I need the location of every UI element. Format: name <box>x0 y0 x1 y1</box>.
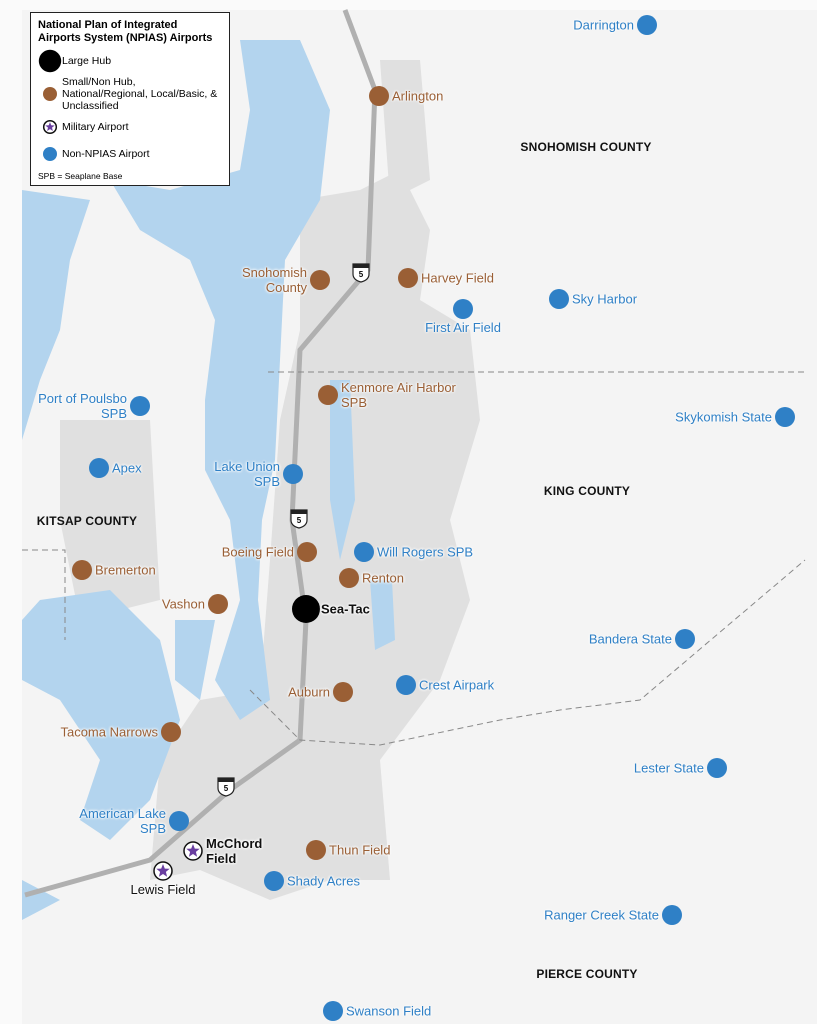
airport-label: Lewis Field <box>130 882 196 897</box>
airport-marker <box>292 595 320 623</box>
airport-marker <box>637 15 657 35</box>
airport-label: Sky Harbor <box>572 291 638 307</box>
legend: National Plan of Integrated Airports Sys… <box>30 12 230 186</box>
airport-label: First Air Field <box>425 320 501 335</box>
shield-number: 5 <box>224 784 229 793</box>
legend-item: Large Hub <box>38 49 222 73</box>
airport-label: Harvey Field <box>421 270 494 286</box>
airport-label: Swanson Field <box>346 1003 432 1019</box>
legend-item: Small/Non Hub, National/Regional, Local/… <box>38 76 222 112</box>
legend-item: Non-NPIAS Airport <box>38 142 222 166</box>
airport-label: Sea-Tac <box>321 601 370 617</box>
airport-marker <box>310 270 330 290</box>
airport-marker <box>156 864 170 877</box>
county-label: PIERCE COUNTY <box>536 967 638 981</box>
airport-marker <box>38 49 62 73</box>
highway-shield: 5 <box>352 263 370 283</box>
airport-label: Kenmore Air Harbor SPB <box>341 380 456 410</box>
county-lines <box>22 371 806 746</box>
airport-marker <box>354 542 374 562</box>
airport-marker <box>662 905 682 925</box>
legend-symbol <box>43 87 57 101</box>
legend-symbol <box>42 119 58 135</box>
airport-label: McChord Field <box>206 836 263 866</box>
county-label: KING COUNTY <box>543 484 631 498</box>
airport-marker <box>43 87 57 101</box>
shield-number: 5 <box>359 270 364 279</box>
airport-marker <box>549 289 569 309</box>
airport-marker <box>43 147 57 161</box>
airport-label: Crest Airpark <box>419 677 495 693</box>
airport-label: Tacoma Narrows <box>60 724 158 740</box>
shield-number: 5 <box>297 516 302 525</box>
legend-symbol <box>43 147 57 161</box>
airport-marker <box>297 542 317 562</box>
airport-marker <box>169 811 189 831</box>
shield-shape <box>217 777 235 797</box>
airport-label: Snohomish County <box>241 265 307 295</box>
airport-label: Ranger Creek State <box>544 907 659 923</box>
legend-label: Large Hub <box>62 55 112 67</box>
airport-marker <box>318 385 338 405</box>
airport-marker <box>775 407 795 427</box>
airport-label: American Lake SPB <box>79 806 166 836</box>
shield-band <box>353 264 369 268</box>
county-label: SNOHOMISH COUNTY <box>520 140 652 154</box>
airport-marker <box>130 396 150 416</box>
highway-shield: 5 <box>290 509 308 529</box>
airport-label: Vashon <box>161 596 205 612</box>
airport-label: Lester State <box>633 760 704 776</box>
airport-label: Thun Field <box>329 842 391 858</box>
shield-band <box>291 510 307 514</box>
legend-note: SPB = Seaplane Base <box>38 171 123 181</box>
airport-label: Auburn <box>288 684 330 700</box>
airport-marker <box>453 299 473 319</box>
airport-marker <box>707 758 727 778</box>
legend-label: Military Airport <box>62 121 129 133</box>
airport-label: Renton <box>362 570 404 586</box>
airport-label: Bremerton <box>95 562 156 578</box>
legend-symbol <box>38 49 62 73</box>
legend-item: Military Airport <box>38 115 222 139</box>
airport-label: Port of Poulsbo SPB <box>38 391 127 421</box>
airport-label: Skykomish State <box>675 409 772 425</box>
airport-label: Bandera State <box>588 631 672 647</box>
water <box>22 40 395 920</box>
airport-marker <box>323 1001 343 1021</box>
airport-label: Darrington <box>573 17 634 33</box>
county-label: KITSAP COUNTY <box>36 514 138 528</box>
airport-marker <box>339 568 359 588</box>
legend-label: Small/Non Hub, National/Regional, Local/… <box>62 76 218 112</box>
airport-marker <box>333 682 353 702</box>
highway-shield: 5 <box>217 777 235 797</box>
airport-marker <box>186 844 200 857</box>
airport-marker <box>398 268 418 288</box>
shield-band <box>218 778 234 782</box>
interstate-5 <box>24 9 378 898</box>
airport-marker <box>264 871 284 891</box>
airport-label: Lake Union SPB <box>214 459 280 489</box>
airport-marker <box>161 722 181 742</box>
airport-marker <box>369 86 389 106</box>
shield-shape <box>290 509 308 529</box>
airport-label: Will Rogers SPB <box>377 544 474 560</box>
airport-label: Apex <box>112 460 142 476</box>
airport-marker <box>675 629 695 649</box>
airport-marker <box>45 122 55 131</box>
airport-marker <box>89 458 109 478</box>
legend-label: Non-NPIAS Airport <box>62 148 150 160</box>
airport-marker <box>72 560 92 580</box>
airport-marker <box>283 464 303 484</box>
airport-marker <box>396 675 416 695</box>
airport-marker <box>208 594 228 614</box>
airport-marker <box>306 840 326 860</box>
airport-label: Shady Acres <box>287 873 360 889</box>
legend-title: National Plan of Integrated Airports Sys… <box>38 19 213 44</box>
shield-shape <box>352 263 370 283</box>
airport-label: Arlington <box>392 88 444 104</box>
airport-label: Boeing Field <box>221 544 294 560</box>
